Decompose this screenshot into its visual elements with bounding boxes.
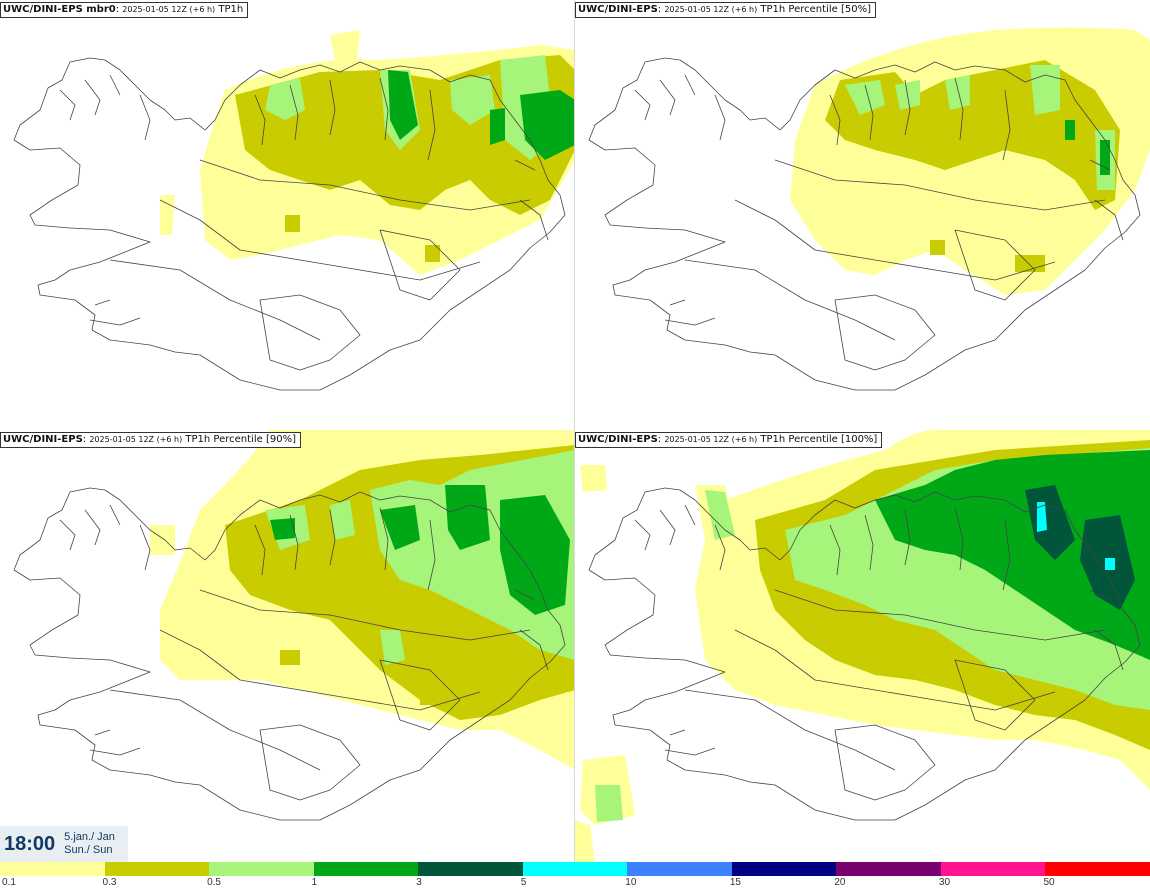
legend-tick-label: 3 [416,877,422,888]
precip-field [790,27,1150,295]
valid-time-box: 18:00 5.jan./ Jan Sun./ Sun [0,826,128,862]
legend-swatch [104,862,210,876]
legend-tick-label: 0.1 [2,877,16,888]
legend-tick-label: 5 [520,877,527,888]
precip-map-p90 [13,430,575,821]
precip-field [150,430,575,770]
precip-map-p100 [575,430,1150,862]
panel-title: UWC/DINI-EPS: 2025-01-05 12Z (+6 h) TP1h… [575,432,883,448]
color-legend: 0.1 0.3 0.5 1 3 5 10 15 20 30 50 [0,862,1150,891]
valid-time-date: 5.jan./ Jan [64,831,115,843]
legend-tick-label: 0.5 [207,877,221,888]
legend-tick-label: 15 [729,877,741,888]
legend-swatch [940,862,1046,876]
legend-tick-label: 20 [834,877,846,888]
legend-swatch [836,862,941,876]
legend-swatch [1045,862,1150,876]
legend-tick-label: 10 [625,877,637,888]
valid-time-clock: 18:00 [4,832,56,855]
legend-tick-label: 0.3 [102,877,117,888]
panel-title: UWC/DINI-EPS mbr0: 2025-01-05 12Z (+6 h)… [0,2,249,18]
legend-color-bar [0,862,1150,876]
map-panel-p100: UWC/DINI-EPS: 2025-01-05 12Z (+6 h) TP1h… [575,430,1150,862]
precip-field [575,430,1150,862]
legend-swatch [627,862,732,876]
legend-swatch [0,862,105,876]
panel-divider [574,0,575,862]
precip-field [160,30,575,275]
legend-swatch [522,862,628,876]
precip-map-p50 [588,27,1150,391]
map-panel-p90: UWC/DINI-EPS: 2025-01-05 12Z (+6 h) TP1h… [0,430,575,862]
precip-map-mbr0 [13,30,575,391]
legend-swatch [313,862,419,876]
panel-title: UWC/DINI-EPS: 2025-01-05 12Z (+6 h) TP1h… [0,432,301,448]
legend-swatch [209,862,314,876]
valid-time-dates: 5.jan./ Jan Sun./ Sun [64,831,115,857]
map-panel-p50: UWC/DINI-EPS: 2025-01-05 12Z (+6 h) TP1h… [575,0,1150,430]
panel-title: UWC/DINI-EPS: 2025-01-05 12Z (+6 h) TP1h… [575,2,876,18]
legend-swatch [418,862,523,876]
legend-tick-label: 50 [1043,877,1055,888]
map-panel-mbr0: UWC/DINI-EPS mbr0: 2025-01-05 12Z (+6 h)… [0,0,575,430]
legend-tick-label: 1 [311,877,318,888]
legend-tick-label: 30 [938,877,951,888]
valid-time-day: Sun./ Sun [64,844,113,856]
legend-swatch [731,862,837,876]
